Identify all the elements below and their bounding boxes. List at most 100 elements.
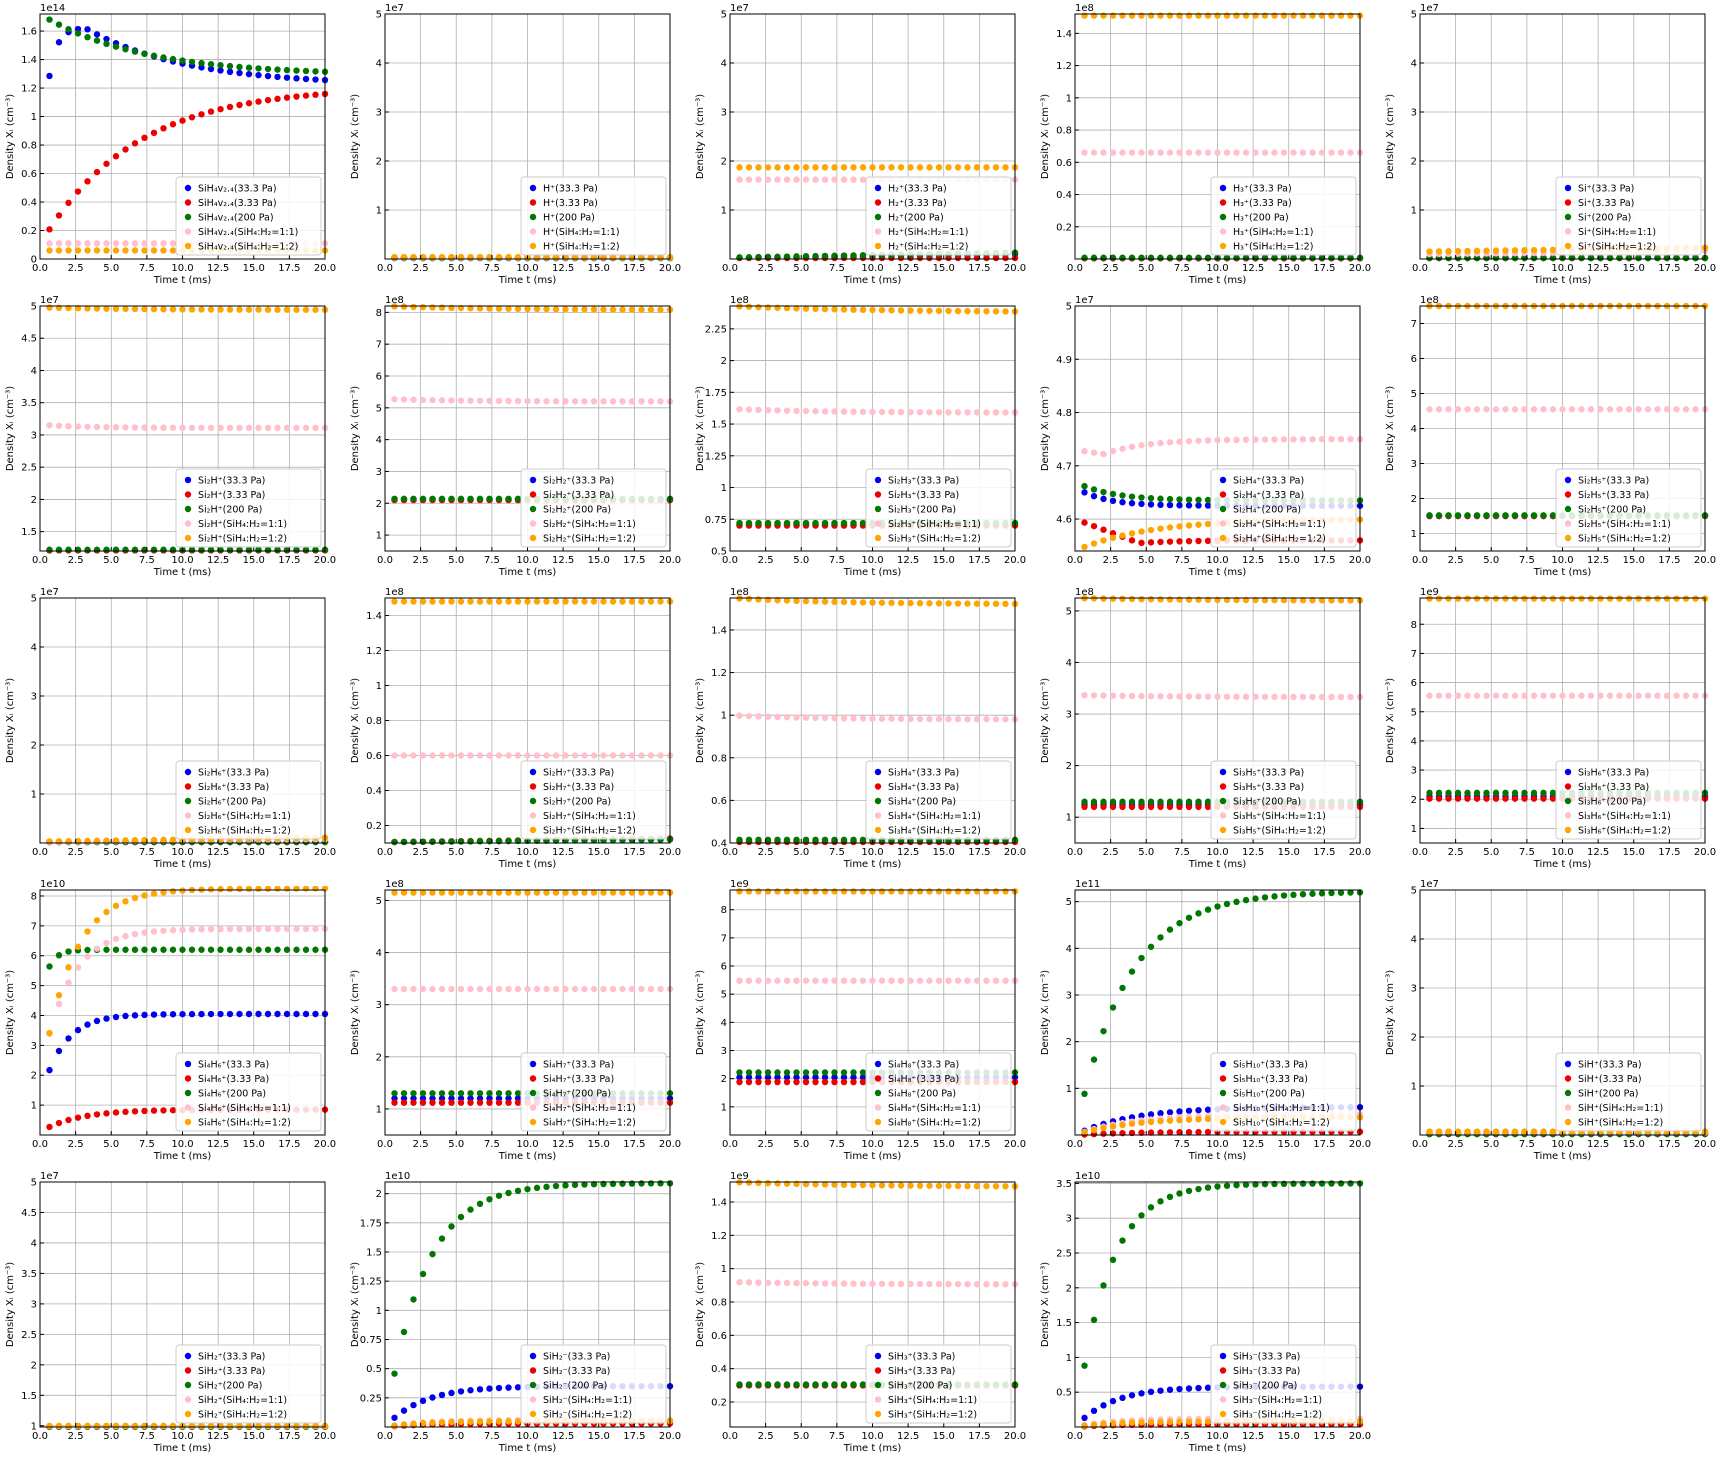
data-point [784,164,790,170]
data-point [572,986,578,992]
data-point [1300,694,1306,700]
data-point [84,424,90,430]
legend-label: SiH⁺(200 Pa) [1578,1089,1639,1100]
data-point [1281,694,1287,700]
x-tick-label: 0.0 [377,1431,393,1442]
data-point [1445,790,1451,796]
data-point [926,600,932,606]
legend-marker [1220,243,1226,249]
data-point [1138,528,1144,534]
x-tick-label: 2.5 [758,263,774,274]
data-point [1338,12,1344,18]
x-tick-label: 15.0 [243,1139,265,1150]
data-point [610,398,616,404]
x-tick-label: 0.0 [1412,1139,1428,1150]
data-point [907,1281,913,1287]
data-point [505,598,511,604]
legend-label: Si₃H₄⁺(SiH₄:H₂=1:1) [888,811,981,822]
data-point [1455,795,1461,801]
y-tick-label: 1 [721,483,727,494]
legend-marker [875,491,881,497]
data-point [774,164,780,170]
data-point [850,715,856,721]
data-point [888,1281,894,1287]
x-tick-label: 10.0 [171,847,193,858]
data-point [75,1027,81,1033]
legend-marker [875,1367,881,1373]
data-point [1281,149,1287,155]
data-point [1464,790,1470,796]
data-point [1673,693,1679,699]
x-tick-label: 7.5 [829,847,845,858]
x-tick-label: 12.5 [207,555,229,566]
data-point [917,164,923,170]
data-point [391,598,397,604]
y-tick-label: 0.6 [366,751,382,762]
data-point [888,977,894,983]
data-point [879,307,885,313]
data-point [293,885,299,891]
data-point [1616,693,1622,699]
y-tick-label: 7 [31,921,37,932]
data-point [198,60,204,66]
data-point [467,598,473,604]
legend-label: Si₄H₆⁺(SiH₄:H₂=1:2) [198,1118,291,1129]
data-point [122,547,128,553]
data-point [1550,406,1556,412]
data-point [1100,537,1106,543]
data-point [1328,890,1334,896]
data-point [255,947,261,953]
data-point [1167,926,1173,932]
legend: SiH₄v₂.₄(33.3 Pa)SiH₄v₂.₄(3.33 Pa)SiH₄v₂… [176,177,321,255]
y-tick-label: 1 [376,681,382,692]
legend-label: Si₂H₃⁺(200 Pa) [888,505,956,516]
data-point [246,100,252,106]
data-point [496,598,502,604]
data-point [746,164,752,170]
y-tick-label: 8 [31,891,37,902]
data-point [812,888,818,894]
legend-marker [875,798,881,804]
data-point [1262,694,1268,700]
legend-label: Si₂H₇⁺(200 Pa) [543,797,611,808]
y-tick-label: 3 [1066,991,1072,1002]
data-point [439,1090,445,1096]
data-point [755,837,761,843]
data-point [1119,1395,1125,1401]
data-point [1167,439,1173,445]
data-point [1347,436,1353,442]
data-point [312,68,318,74]
x-tick-label: 5.0 [1483,1139,1499,1150]
data-point [246,425,252,431]
data-point [1195,799,1201,805]
data-point [170,837,176,843]
legend: Si₃H₅⁺(33.3 Pa)Si₃H₅⁺(3.33 Pa)Si₃H₅⁺(200… [1211,761,1356,839]
data-point [983,977,989,983]
data-point [524,306,530,312]
data-point [179,57,185,63]
data-point [103,547,109,553]
data-point [1521,795,1527,801]
data-point [477,496,483,502]
data-point [879,977,885,983]
x-tick-label: 2.5 [413,263,429,274]
data-point [198,926,204,932]
legend-marker [530,1104,536,1110]
legend-label: Si₂H₄⁺(33.3 Pa) [1233,476,1304,487]
data-point [486,496,492,502]
data-point [429,752,435,758]
y-tick-label: 0.5 [711,547,727,558]
data-point [312,307,318,313]
data-point [160,1011,166,1017]
data-point [793,1079,799,1085]
data-point [648,752,654,758]
data-point [429,1394,435,1400]
data-point [246,71,252,77]
y-tick-label: 1.5 [21,1391,37,1402]
y-axis-label: Density Xᵢ (cm⁻³) [695,94,706,179]
data-point [1100,12,1106,18]
y-tick-label: 3 [31,430,37,441]
